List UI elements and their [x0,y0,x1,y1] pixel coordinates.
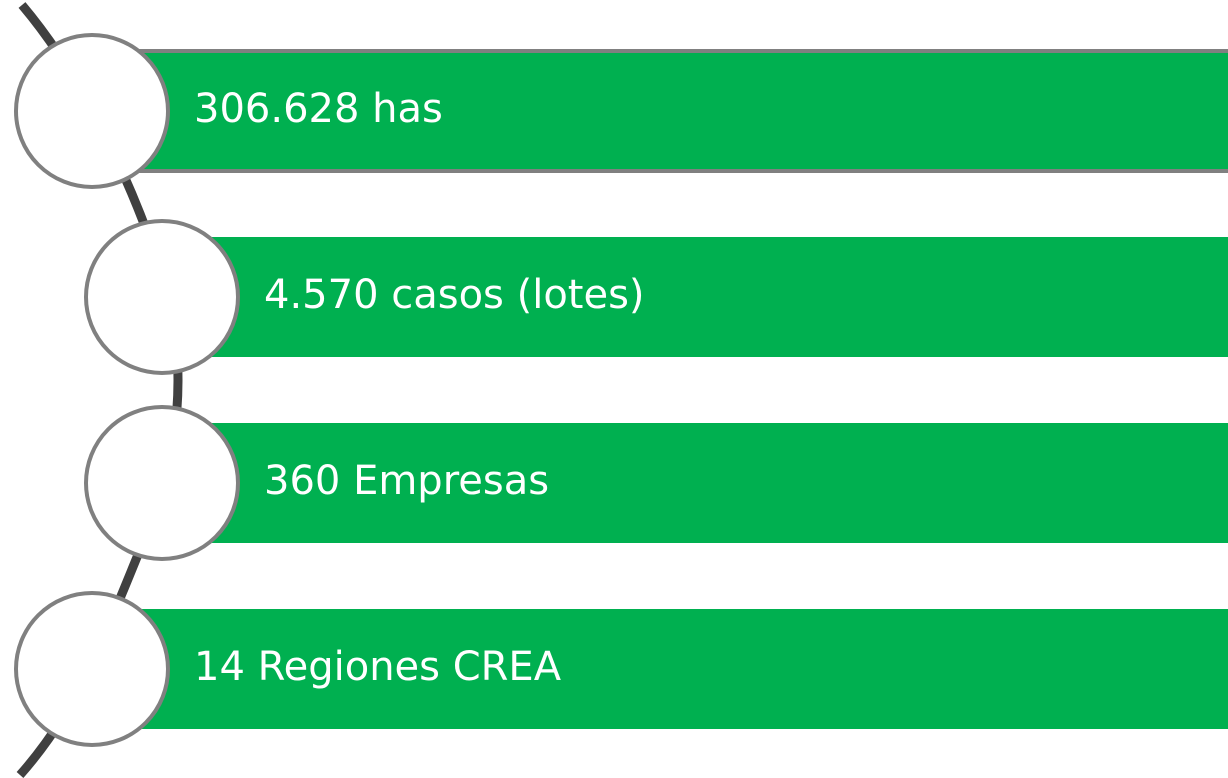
bar [162,237,1228,357]
node-circle [84,405,240,561]
node-circle [14,591,170,747]
bar [92,609,1228,729]
node-circle [14,33,170,189]
bar-label: 360 Empresas [264,458,549,504]
bar-label: 14 Regiones CREA [194,644,562,690]
bar [90,49,1228,173]
bar [162,423,1228,543]
node-circle [84,219,240,375]
bar-label: 4.570 casos (lotes) [264,272,645,318]
bar-label: 306.628 has [194,86,443,132]
